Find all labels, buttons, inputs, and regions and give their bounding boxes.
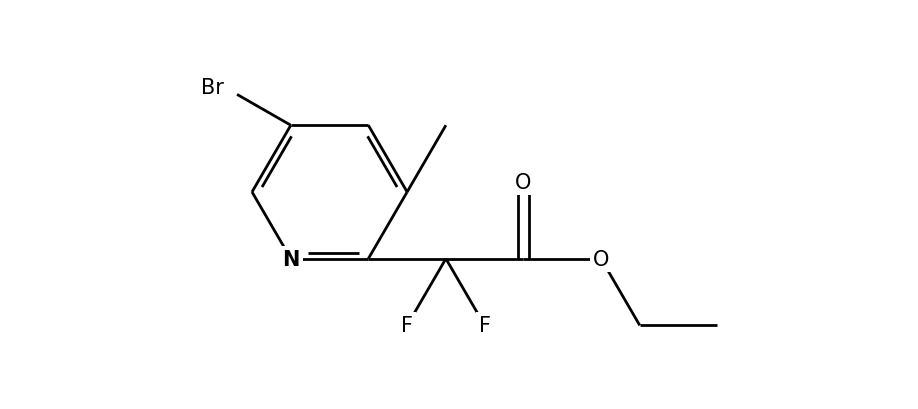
Text: Br: Br [201, 78, 224, 97]
Text: N: N [282, 249, 299, 269]
Text: F: F [401, 316, 413, 335]
Text: O: O [515, 172, 532, 192]
Text: O: O [593, 249, 610, 269]
Text: F: F [478, 316, 490, 335]
